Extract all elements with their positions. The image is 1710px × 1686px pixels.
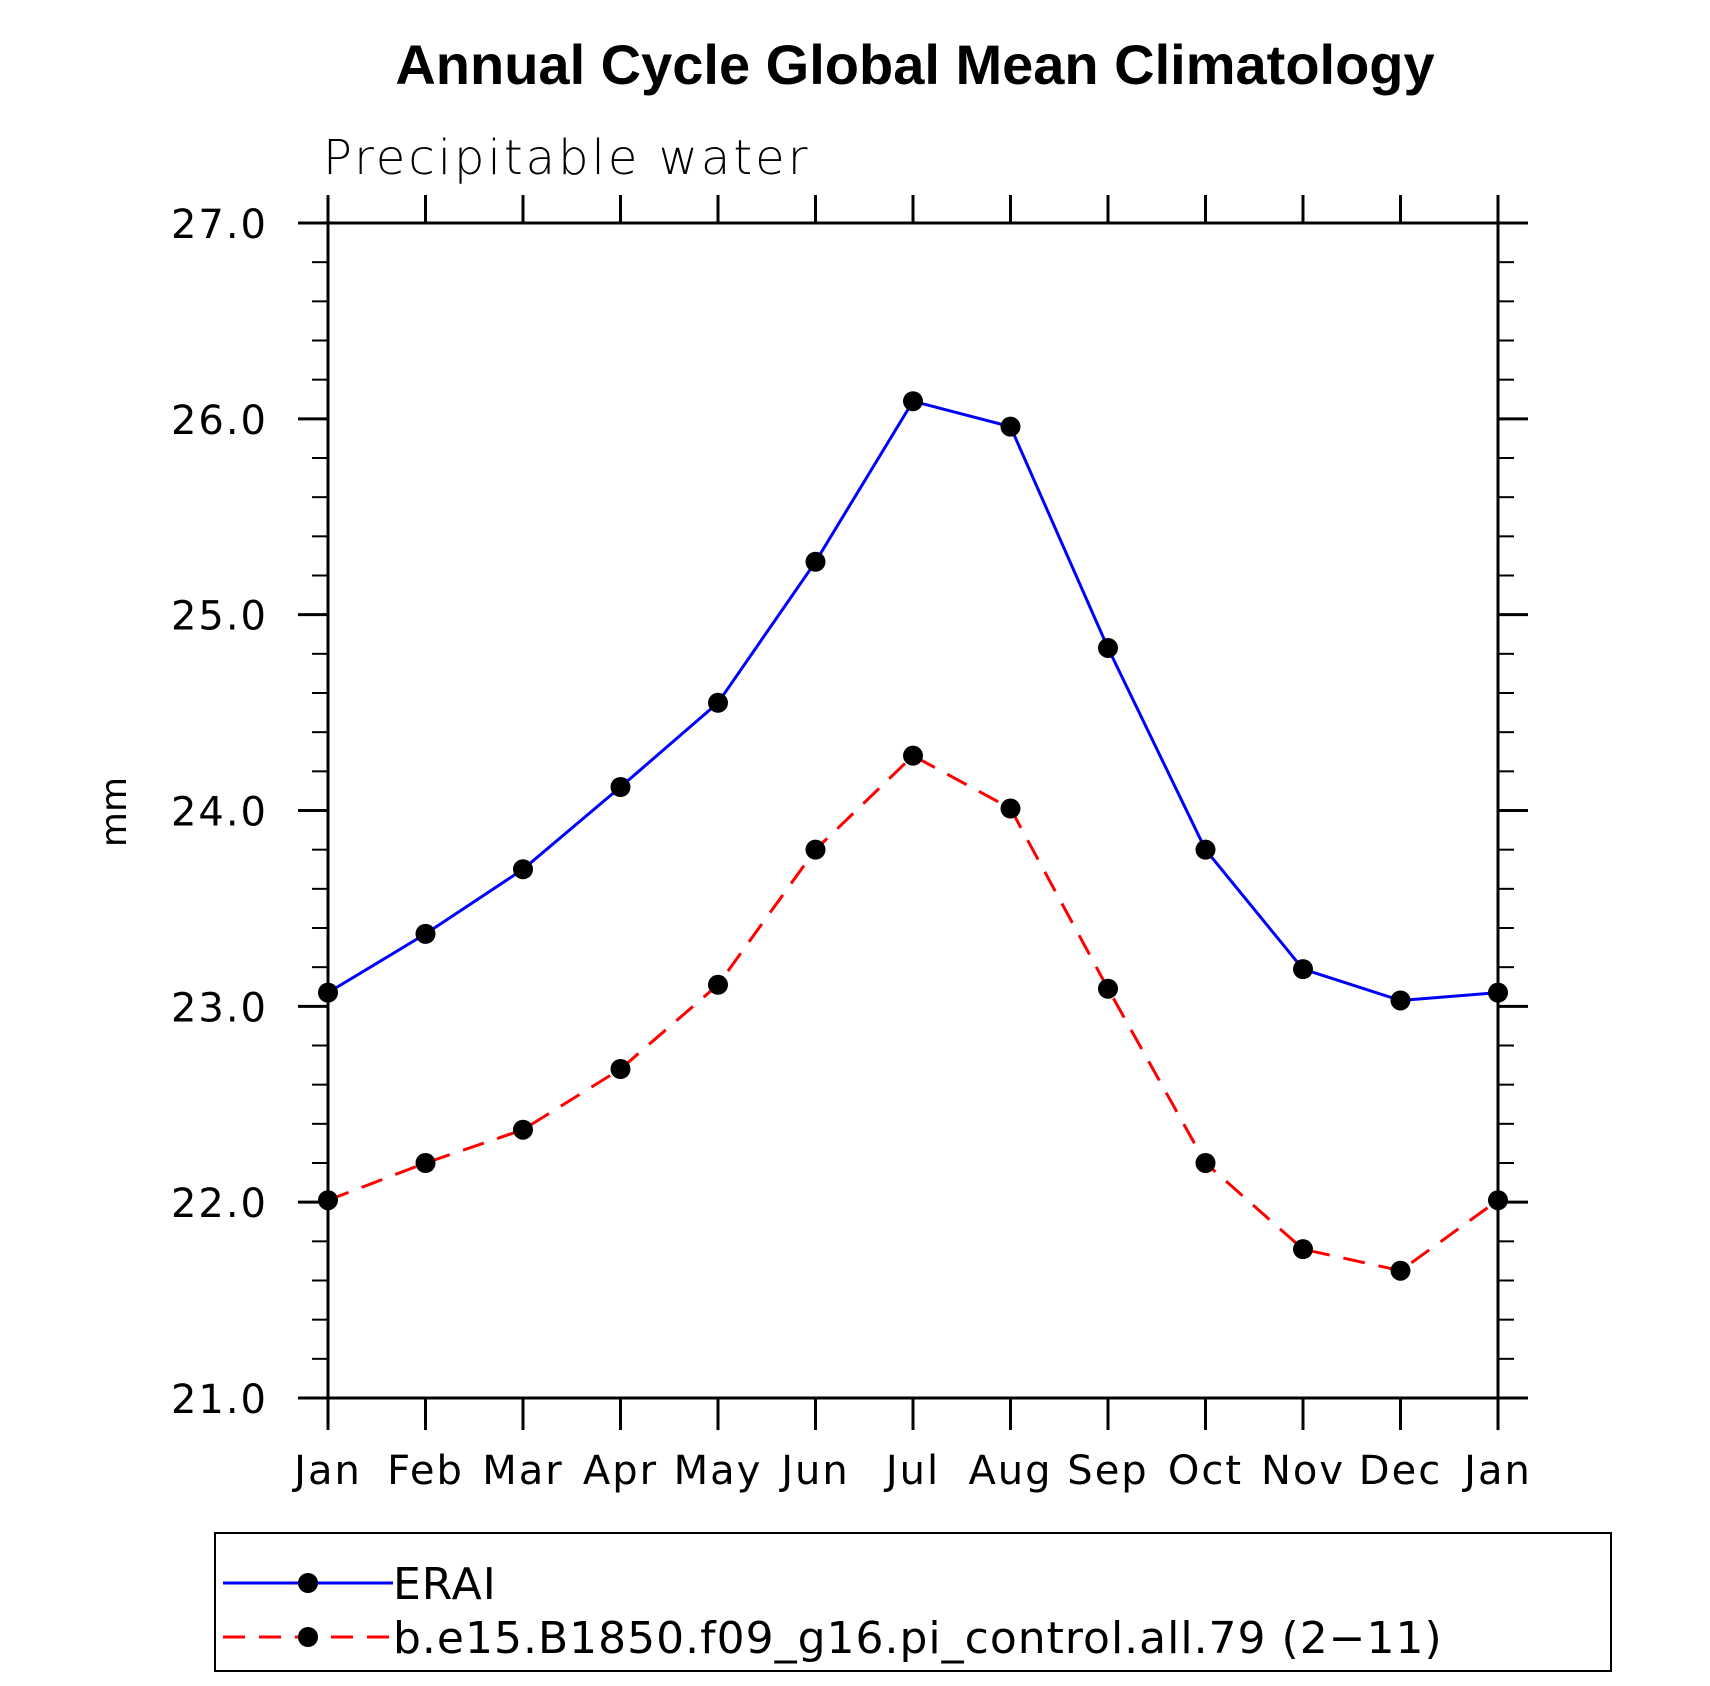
series-1-point [1293,1239,1313,1260]
series-0-point [1390,990,1411,1011]
legend-marker-0 [298,1573,318,1593]
x-tick-label: Nov [1261,1448,1345,1494]
y-axis-label: mm [94,777,135,847]
series-1-point [318,1190,338,1211]
x-tick-label: Feb [387,1448,464,1494]
series-0-point [1488,982,1508,1003]
x-tick-label: Aug [968,1448,1052,1494]
y-tick-label: 23.0 [171,985,268,1031]
series-0-point [708,692,728,713]
series-0-point [805,551,826,572]
series-1-point [1195,1153,1216,1173]
y-tick-label: 25.0 [171,594,268,640]
series-layer [318,391,1508,1281]
series-0-point [1293,959,1313,980]
series-1-point [1390,1260,1411,1281]
x-tick-label: Sep [1067,1448,1148,1494]
x-tick-label: Dec [1359,1448,1442,1494]
series-line-1 [327,753,1499,1273]
x-tick-labels: Jan Feb Mar Apr May Jun Jul Aug Sep Oct Nov Dec Jan [291,1448,1532,1494]
series-0-point [1000,416,1021,437]
legend-marker-1 [298,1627,318,1647]
series-1-point [708,974,728,995]
series-1-point [1488,1190,1508,1211]
y-tick-label: 26.0 [171,398,268,444]
series-line-0 [327,399,1499,1003]
series-0-point [1098,637,1118,658]
x-tick-label: May [674,1448,763,1494]
x-tick-label: Jan [291,1448,362,1494]
x-tick-label: Jan [1461,1448,1532,1494]
y-tick-label: 22.0 [171,1181,268,1227]
legend-box [214,1532,1612,1672]
y-tick-labels: 21.0 22.0 23.0 24.0 25.0 26.0 27.0 [171,202,268,1423]
series-1-point [1000,798,1021,819]
series-0-point [513,859,533,880]
series-1-point [1098,978,1118,999]
series-1-point [903,745,923,766]
series-1-point [805,839,826,860]
series-1-point [610,1059,631,1079]
x-tick-label: Apr [583,1448,658,1494]
x-tick-label: Oct [1168,1448,1243,1494]
series-0-point [1195,839,1216,860]
axis-ticks [298,195,1528,1430]
x-tick-label: Jul [883,1448,940,1494]
legend-label-0: ERAI [393,1559,497,1610]
series-1-point [513,1119,533,1140]
legend-label-1: b.e15.B1850.f09_g16.pi_control.all.79 (2… [393,1613,1443,1664]
y-tick-label: 24.0 [171,790,268,836]
chart-subtitle: Precipitable water [323,130,810,186]
series-0-point [415,923,436,944]
x-tick-label: Jun [778,1448,850,1494]
series-0-point [903,391,923,412]
series-1-point [415,1153,436,1173]
y-tick-label: 27.0 [171,202,268,248]
x-tick-label: Mar [482,1448,563,1494]
series-0-point [318,982,338,1003]
series-0-point [610,777,631,797]
y-tick-label: 21.0 [171,1377,268,1423]
legend: ERAIb.e15.B1850.f09_g16.pi_control.all.7… [223,1559,1443,1664]
chart-title: Annual Cycle Global Mean Climatology [395,33,1434,96]
